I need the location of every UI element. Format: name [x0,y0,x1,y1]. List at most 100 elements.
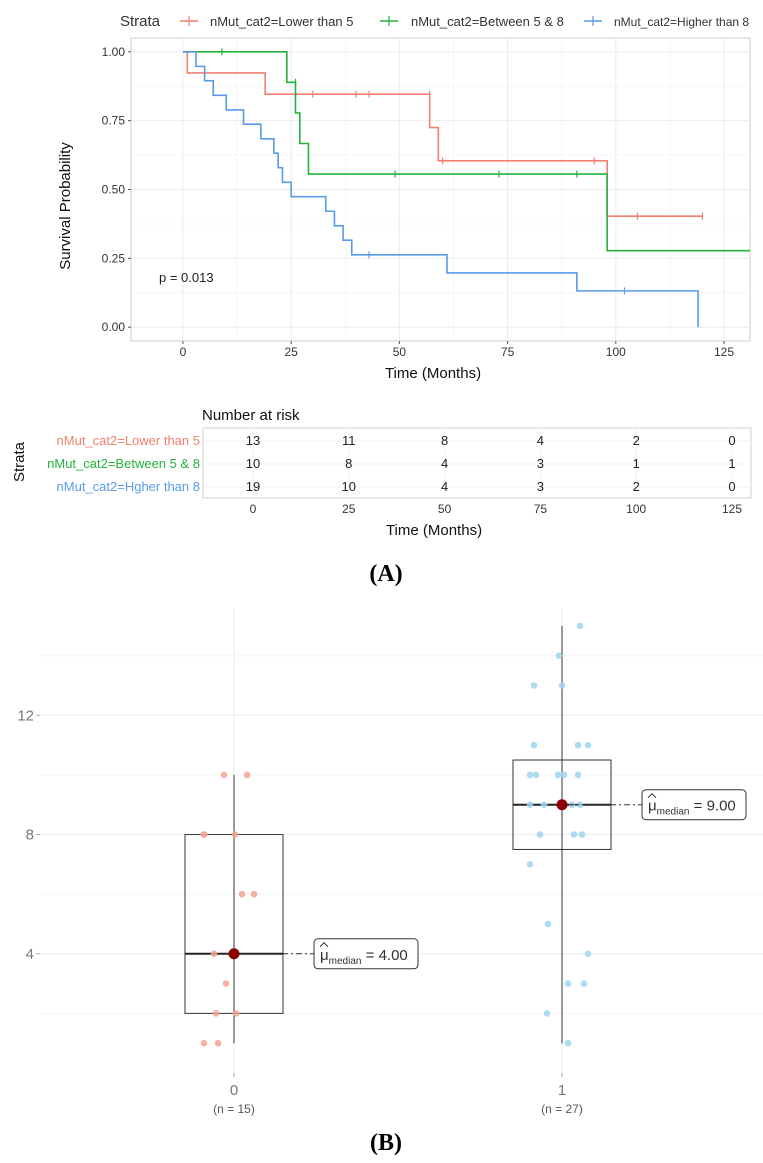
box-y-tick-label: 12 [17,707,34,724]
jitter-point-1 [530,741,538,749]
legend-title: Strata [120,13,161,30]
jitter-point-1 [544,920,552,928]
jitter-point-1 [584,741,592,749]
risk-cell: 8 [441,433,448,448]
jitter-point-1 [555,652,563,659]
jitter-point-1 [540,801,548,809]
median-label-mu: μ [320,947,329,964]
km-plot: 0.00 0.25 0.50 0.75 1.00 0 25 50 75 100 125 p = 0… [57,37,751,382]
box-gridlines [40,608,763,1073]
risk-x-tick-label: 25 [342,502,356,516]
km-line-1 [182,50,750,252]
km-x-tick-label: 75 [501,345,515,359]
jitter-point-1 [578,831,586,838]
km-legend: Strata nMut_cat2=Lower than 5 nMut_cat2=… [120,13,749,30]
median-label-hat-1 [647,793,657,799]
legend-label-lower: nMut_cat2=Lower than 5 [210,14,353,29]
km-y-tick-label: 1.00 [102,45,126,59]
jitter-point-1 [576,622,584,630]
risk-x-tick-label: 100 [626,502,646,516]
median-dot-0 [228,948,240,960]
km-x-tick-label: 25 [284,345,298,359]
risk-cell: 3 [537,479,544,494]
jitter-point-1 [526,861,534,868]
risk-cell: 13 [246,433,260,448]
km-x-tick-label: 100 [606,345,626,359]
risk-table-x-axis: 0 25 50 75 100 125 [250,502,743,516]
risk-x-tick-label: 125 [722,502,742,516]
median-label-hat-0 [319,942,329,948]
jitter-point-1 [574,771,582,779]
median-label-sub: median [329,956,362,967]
km-x-tick-label: 0 [180,345,187,359]
risk-cell: 10 [246,456,260,471]
panel-label-a: (A) [369,561,402,587]
jitter-point-1 [574,741,582,749]
km-x-axis: 0 25 50 75 100 125 [180,341,734,359]
km-x-tick-label: 125 [714,345,734,359]
box-x-tick-label: 0 [230,1082,238,1099]
median-label-value: = 9.00 [689,798,735,815]
risk-x-tick-label: 75 [534,502,548,516]
risk-table-row-labels: nMut_cat2=Lower than 5 nMut_cat2=Between … [47,433,200,494]
risk-table-title: Number at risk [202,407,300,424]
legend-label-between: nMut_cat2=Between 5 & 8 [411,14,564,29]
risk-x-tick-label: 0 [250,502,257,516]
jitter-point-0 [220,771,228,779]
km-censor-marks [221,48,703,295]
box-y-axis: 4 8 12 [17,707,40,963]
box-y-tick-label: 4 [26,946,34,963]
jitter-point-0 [212,1010,220,1017]
median-label-sub: median [657,807,690,818]
risk-cell: 2 [633,479,640,494]
risk-cell: 2 [633,433,640,448]
median-dot-1 [556,799,568,811]
risk-cell: 0 [728,433,735,448]
risk-table-panel [202,427,752,499]
jitter-point-0 [200,831,208,838]
jitter-point-1 [558,682,566,689]
risk-cell: 4 [441,479,448,494]
jitter-point-0 [200,1039,208,1047]
km-y-axis-label: Survival Probability [57,142,74,270]
jitter-point-0 [238,890,246,898]
median-label-mu: μ [648,798,657,815]
km-gridlines [131,38,750,341]
box-x-axis: 0 (n = 15) 1 (n = 27) [213,1073,583,1116]
risk-table-cells: 13 11 8 4 2 010 8 4 3 1 119 10 4 3 2 0 [246,433,736,494]
jitter-point-1 [526,801,534,809]
jitter-point-1 [584,950,592,958]
box-y-tick-label: 8 [26,827,34,844]
risk-row-label: nMut_cat2=Between 5 & 8 [47,456,200,471]
median-label-box-0 [313,938,419,970]
panel-label-b: (B) [370,1130,402,1156]
jitter-point-1 [536,831,544,838]
box-x-n-label: (n = 15) [213,1102,255,1116]
km-y-tick-label: 0.75 [102,114,126,128]
jitter-point-0 [231,831,239,838]
km-y-tick-label: 0.25 [102,251,126,265]
jitter-point-0 [232,1010,240,1017]
median-label-text-1: μmedian = 9.00 [648,798,736,818]
risk-table-y-label: Strata [11,441,28,482]
jitter-point-1 [570,831,578,838]
km-x-tick-label: 50 [393,345,407,359]
risk-cell: 19 [246,479,260,494]
box-x-n-label: (n = 27) [541,1102,583,1116]
km-y-axis: 0.00 0.25 0.50 0.75 1.00 [102,45,131,334]
median-label-value: = 4.00 [361,947,407,964]
risk-cell: 1 [728,456,735,471]
km-y-tick-label: 0.50 [102,183,126,197]
legend-label-higher: nMut_cat2=Higher than 8 [614,15,749,29]
risk-cell: 11 [342,433,356,448]
median-label-text-0: μmedian = 4.00 [320,947,408,967]
jitter-point-1 [543,1010,551,1017]
median-label-box-1 [641,789,747,821]
jitter-point-1 [580,980,588,987]
jitter-point-0 [214,1039,222,1047]
risk-cell: 1 [633,456,640,471]
km-line-0 [182,50,703,218]
jitter-point-1 [532,771,540,779]
